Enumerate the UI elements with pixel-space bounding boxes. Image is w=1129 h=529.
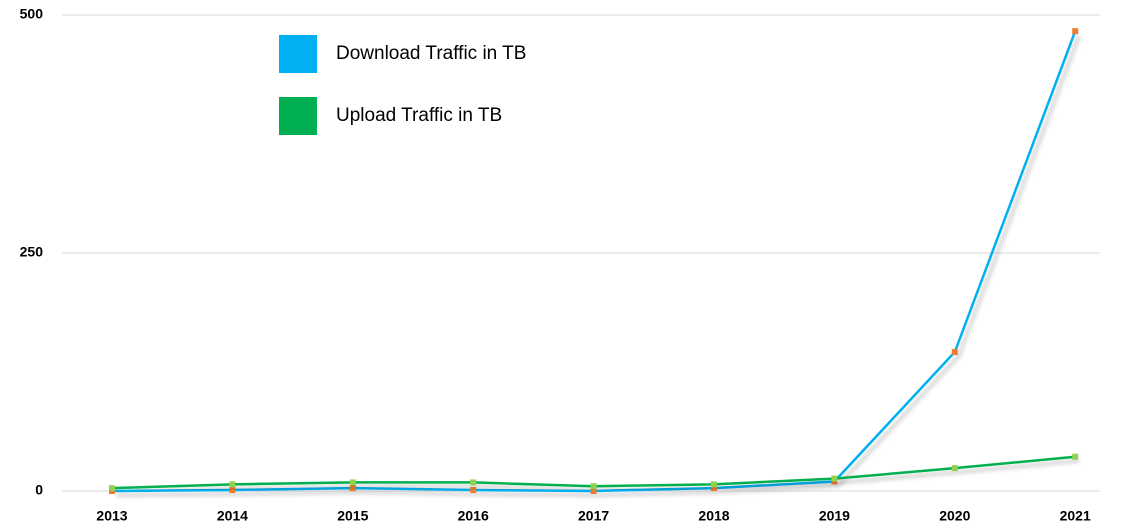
marker bbox=[109, 485, 115, 492]
marker bbox=[951, 465, 958, 472]
series-line bbox=[111, 30, 1077, 493]
marker bbox=[831, 475, 838, 482]
marker bbox=[590, 483, 597, 490]
legend-label: Download Traffic in TB bbox=[336, 43, 526, 64]
marker bbox=[711, 481, 717, 488]
legend-swatch bbox=[279, 35, 317, 73]
marker bbox=[470, 479, 477, 486]
y-tick-label: 250 bbox=[20, 244, 44, 260]
x-tick-label: 2016 bbox=[458, 508, 489, 524]
marker bbox=[711, 485, 717, 492]
legend-label: Upload Traffic in TB bbox=[336, 105, 502, 126]
marker bbox=[229, 481, 236, 488]
marker bbox=[590, 488, 597, 494]
marker bbox=[349, 479, 356, 486]
marker bbox=[1072, 453, 1079, 460]
x-tick-label: 2017 bbox=[578, 508, 609, 524]
marker bbox=[1072, 28, 1079, 35]
y-tick-label: 500 bbox=[20, 6, 44, 22]
marker bbox=[349, 485, 356, 492]
x-tick-label: 2019 bbox=[819, 508, 850, 524]
y-tick-label: 0 bbox=[35, 482, 43, 498]
x-tick-label: 2014 bbox=[217, 508, 248, 524]
x-tick-label: 2018 bbox=[698, 508, 729, 524]
legend-swatch bbox=[279, 97, 317, 135]
x-tick-label: 2013 bbox=[96, 508, 127, 524]
x-tick-label: 2015 bbox=[337, 508, 368, 524]
x-tick-label: 2020 bbox=[939, 508, 970, 524]
marker bbox=[229, 487, 236, 494]
marker bbox=[951, 349, 958, 356]
marker bbox=[470, 487, 477, 494]
x-tick-label: 2021 bbox=[1060, 508, 1091, 524]
